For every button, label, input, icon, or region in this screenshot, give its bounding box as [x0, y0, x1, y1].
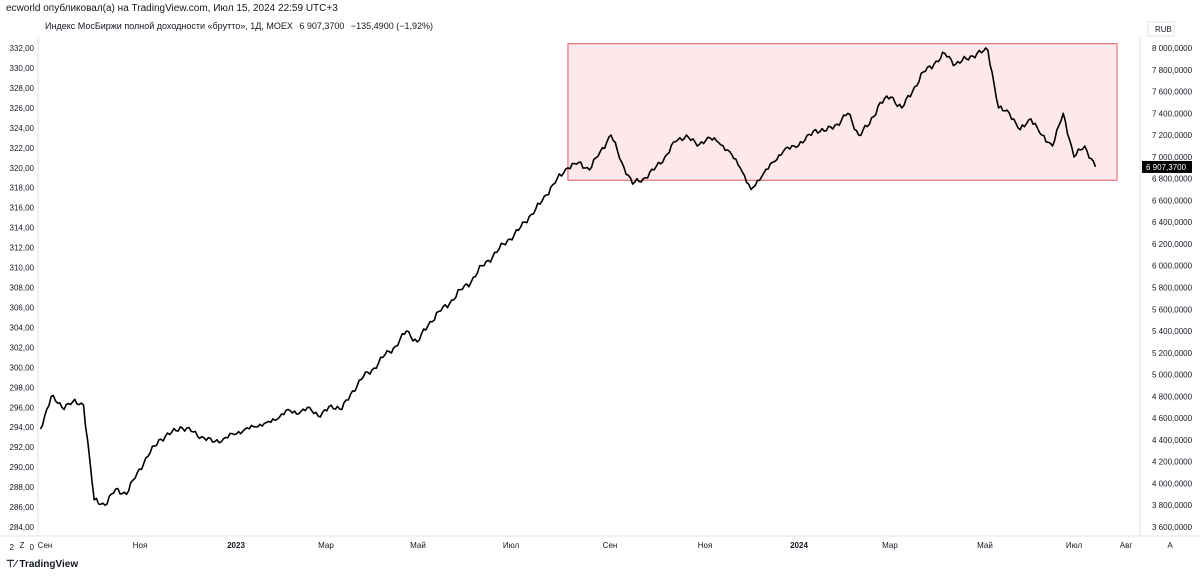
left-y-tick-label: 296,00 [10, 403, 35, 412]
x-tick-label: Ноя [133, 541, 148, 550]
tradingview-brand-text: TradingView [19, 559, 79, 570]
x-tick-label: 2024 [790, 541, 808, 550]
currency-box[interactable] [1147, 21, 1175, 37]
x-tick-label: 2023 [227, 541, 245, 550]
tradingview-logo-icon: ⊤⁄ [6, 559, 17, 570]
right-y-tick-label: 7 000,0000 [1152, 153, 1193, 162]
right-y-tick-label: 5 800,0000 [1152, 284, 1193, 293]
right-y-tick-label: 3 600,0000 [1152, 523, 1193, 532]
publisher-line: ecworld опубликовал(а) на TradingView.co… [6, 3, 338, 14]
last-value: 6 907,3700 [299, 21, 345, 31]
right-y-tick-label: 8 000,0000 [1152, 44, 1193, 53]
right-y-tick-label: 6 800,0000 [1152, 175, 1193, 184]
left-y-tick-label: 308,00 [10, 284, 35, 293]
x-tick-label: Июл [503, 541, 520, 550]
left-y-tick-label: 326,00 [10, 104, 35, 113]
x-tick-label: Ноя [698, 541, 713, 550]
right-y-tick-label: 6 600,0000 [1152, 196, 1193, 205]
right-y-tick-label: 3 800,0000 [1152, 501, 1193, 510]
left-y-tick-label: 298,00 [10, 383, 35, 392]
currency-label: RUB [1155, 25, 1172, 34]
x-tick-label: Сен [603, 541, 618, 550]
left-y-tick-label: 300,00 [10, 363, 35, 372]
left-y-tick-label: 320,00 [10, 164, 35, 173]
auto-scale-button[interactable] [1162, 538, 1178, 552]
left-y-tick-label: 318,00 [10, 184, 35, 193]
right-y-tick-label: 4 000,0000 [1152, 479, 1193, 488]
right-y-tick-label: 7 400,0000 [1152, 109, 1193, 118]
left-y-tick-label: 322,00 [10, 144, 35, 153]
right-y-tick-label: 6 400,0000 [1152, 218, 1193, 227]
x-tick-label: Июл [1066, 541, 1083, 550]
right-y-tick-label: 7 600,0000 [1152, 88, 1193, 97]
change-value: −135,4900 (−1,92%) [350, 21, 433, 31]
last-price-tag [1142, 160, 1192, 173]
auto-scale-button-label: A [1167, 541, 1173, 550]
right-y-tick-label: 7 200,0000 [1152, 131, 1193, 140]
tradingview-brand: ⊤⁄ TradingView [6, 559, 78, 570]
right-y-tick-label: 6 000,0000 [1152, 262, 1193, 271]
x-tick-label: Май [410, 541, 426, 550]
symbol-legend: Индекс МосБиржи полной доходности «брутт… [45, 21, 433, 31]
series-line [39, 47, 1097, 506]
zoom-button-label: Z [20, 541, 25, 550]
left-y-tick-label: 302,00 [10, 343, 35, 352]
left-y-tick-label: 306,00 [10, 303, 35, 312]
left-y-tick-label: 292,00 [10, 443, 35, 452]
left-y-tick-label: 312,00 [10, 244, 35, 253]
left-y-tick-label: 284,00 [10, 523, 35, 532]
right-y-tick-label: 5 400,0000 [1152, 327, 1193, 336]
left-y-tick-label: 290,00 [10, 463, 35, 472]
left-y-tick-label: 310,00 [10, 264, 35, 273]
left-y-tick-label: 328,00 [10, 84, 35, 93]
x-tick-label: Май [977, 541, 993, 550]
x-tick-label: Мар [882, 541, 898, 550]
x-tick-label: Авг [1120, 541, 1133, 550]
range-rectangle[interactable] [567, 43, 1118, 181]
left-y-tick-label: 294,00 [10, 423, 35, 432]
right-y-tick-label: 4 200,0000 [1152, 458, 1193, 467]
left-y-tick-label: 286,00 [10, 503, 35, 512]
x-tick-label: Сен [38, 541, 53, 550]
right-y-tick-label: 4 800,0000 [1152, 392, 1193, 401]
right-y-tick-label: 4 400,0000 [1152, 436, 1193, 445]
left-y-tick-label: 314,00 [10, 224, 35, 233]
left-y-tick-label: 316,00 [10, 204, 35, 213]
left-y-tick-label: 332,00 [10, 44, 35, 53]
right-y-tick-label: 5 200,0000 [1152, 349, 1193, 358]
x-tick-label: Мар [318, 541, 334, 550]
left-y-tick-label: 330,00 [10, 64, 35, 73]
left-y-tick-label: 324,00 [10, 124, 35, 133]
right-y-tick-label: 4 600,0000 [1152, 414, 1193, 423]
right-y-tick-label: 5 600,0000 [1152, 305, 1193, 314]
last-price-tag-label: 6 907,3700 [1146, 163, 1187, 172]
right-y-tick-label: 7 800,0000 [1152, 66, 1193, 75]
symbol-title: Индекс МосБиржи полной доходности «брутт… [45, 21, 293, 31]
left-y-tick-label: 304,00 [10, 323, 35, 332]
right-y-tick-label: 6 200,0000 [1152, 240, 1193, 249]
right-y-tick-label: 5 000,0000 [1152, 371, 1193, 380]
left-y-tick-label: 288,00 [10, 483, 35, 492]
zoom-button[interactable] [14, 538, 30, 552]
